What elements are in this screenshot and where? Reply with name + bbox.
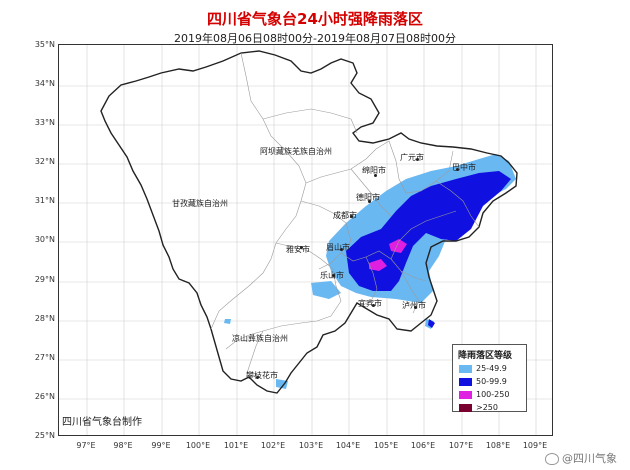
region-label-aba: 阿坝藏族羌族自治州: [260, 147, 332, 156]
city-label-meishan: 眉山市: [326, 243, 350, 252]
map-subtitle: 2019年08月06日08时00分-2019年08月07日08时00分: [174, 32, 456, 45]
lat-label: 25°N: [34, 431, 55, 440]
lat-label: 28°N: [34, 314, 55, 323]
weibo-icon: [545, 453, 559, 465]
city-label-guangyuan: 广元市: [400, 153, 424, 162]
city-marker: [372, 304, 375, 307]
sichuan-province-boundary: [100, 50, 518, 394]
city-marker: [368, 200, 371, 203]
lon-label: 97°E: [76, 441, 96, 450]
city-label-chengdu: 成都市: [333, 211, 357, 220]
city-marker: [456, 168, 459, 171]
lon-label: 98°E: [113, 441, 133, 450]
city-label-panzhihua: 攀枝花市: [246, 371, 278, 380]
legend-label: 100-250: [476, 390, 510, 399]
lon-label: 106°E: [410, 441, 436, 450]
lon-label: 103°E: [298, 441, 324, 450]
city-label-leshan: 乐山市: [320, 271, 344, 280]
city-label-mianyang: 绵阳市: [362, 166, 386, 175]
weibo-watermark: @四川气象: [545, 450, 617, 466]
city-marker: [416, 158, 419, 161]
lon-label: 105°E: [373, 441, 399, 450]
region-label-ganzi: 甘孜藏族自治州: [172, 199, 228, 208]
rain-zone-50-99: [346, 171, 511, 291]
city-marker: [300, 246, 303, 249]
legend-swatch: [459, 377, 472, 386]
rain-zone-100-250: [389, 239, 407, 253]
legend-title: 降雨落区等级: [458, 351, 513, 361]
city-label-bazhong: 巴中市: [452, 163, 476, 172]
lat-label: 32°N: [34, 157, 55, 166]
lat-label: 31°N: [34, 196, 55, 205]
legend-swatch: [459, 364, 472, 373]
rain-zone-25-49: [224, 319, 231, 324]
lat-label: 33°N: [34, 118, 55, 127]
lon-label: 102°E: [260, 441, 286, 450]
city-marker: [350, 215, 353, 218]
lat-label: 35°N: [34, 40, 55, 49]
region-label-liangshan: 凉山彝族自治州: [232, 334, 288, 343]
legend-item: 100-250: [459, 389, 526, 400]
prefecture-boundaries: [210, 52, 480, 374]
rain-zone-25-49: [311, 281, 341, 299]
lon-label: 104°E: [335, 441, 361, 450]
lon-label: 107°E: [448, 441, 474, 450]
producer-credit: 四川省气象台制作: [62, 417, 142, 428]
legend-item: 25-49.9: [459, 363, 526, 374]
legend-item: >250: [459, 402, 526, 413]
lon-label: 109°E: [522, 441, 548, 450]
map-title: 四川省气象台24小时强降雨落区: [207, 10, 423, 28]
city-marker: [374, 174, 377, 177]
city-label-yaan: 雅安市: [286, 245, 310, 254]
city-marker: [414, 306, 417, 309]
watermark-text: @四川气象: [562, 452, 617, 465]
city-marker: [340, 248, 343, 251]
legend-swatch: [459, 403, 472, 412]
rain-zone-25-49: [276, 379, 288, 389]
lat-label: 26°N: [34, 392, 55, 401]
lat-label: 34°N: [34, 79, 55, 88]
lon-label: 100°E: [185, 441, 211, 450]
legend-item: 50-99.9: [459, 376, 526, 387]
lon-label: 108°E: [485, 441, 511, 450]
city-label-deyang: 德阳市: [356, 193, 380, 202]
lon-label: 101°E: [223, 441, 249, 450]
legend-label: 50-99.9: [476, 377, 507, 386]
legend-swatch: [459, 390, 472, 399]
city-marker: [332, 274, 335, 277]
legend: 降雨落区等级 25-49.9 50-99.9 100-250 >250: [452, 344, 527, 412]
rain-zone-100-250: [369, 259, 387, 271]
legend-label: >250: [476, 403, 498, 412]
lat-label: 27°N: [34, 353, 55, 362]
rain-zone-50-99: [428, 319, 435, 328]
legend-label: 25-49.9: [476, 364, 507, 373]
city-marker: [256, 376, 259, 379]
lat-label: 30°N: [34, 235, 55, 244]
lon-label: 99°E: [151, 441, 171, 450]
city-label-yibin: 宜宾市: [358, 299, 382, 308]
city-label-luzhou: 泸州市: [402, 301, 426, 310]
lat-label: 29°N: [34, 275, 55, 284]
